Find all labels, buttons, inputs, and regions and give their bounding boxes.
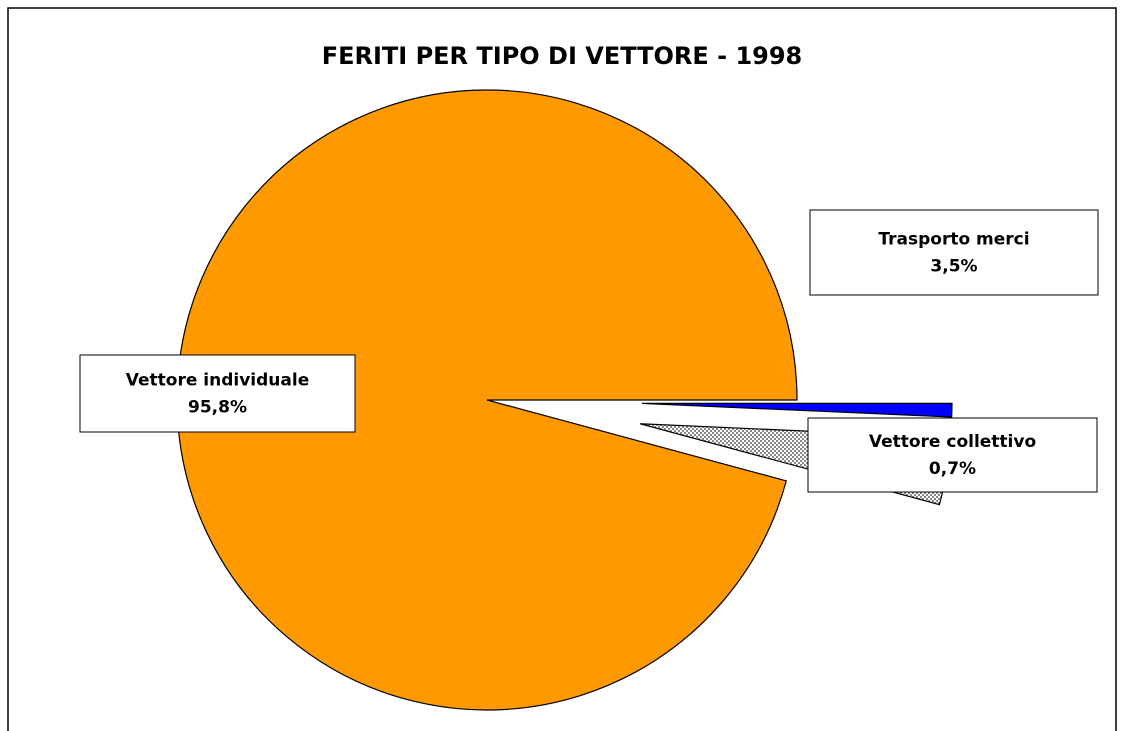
label-box: [807, 417, 1098, 493]
pie-slice: [641, 402, 953, 418]
label-box: [79, 354, 356, 433]
slice-value-label: 0,7%: [929, 459, 976, 479]
chart-title: FERITI PER TIPO DI VETTORE - 1998: [322, 42, 803, 70]
slice-value-label: 3,5%: [930, 257, 977, 277]
slice-label: Vettore individuale: [126, 371, 309, 391]
slice-value-label: 95,8%: [188, 398, 247, 418]
slice-label: Trasporto merci: [878, 230, 1029, 250]
label-box: [809, 209, 1099, 296]
slice-label: Vettore collettivo: [869, 432, 1036, 452]
